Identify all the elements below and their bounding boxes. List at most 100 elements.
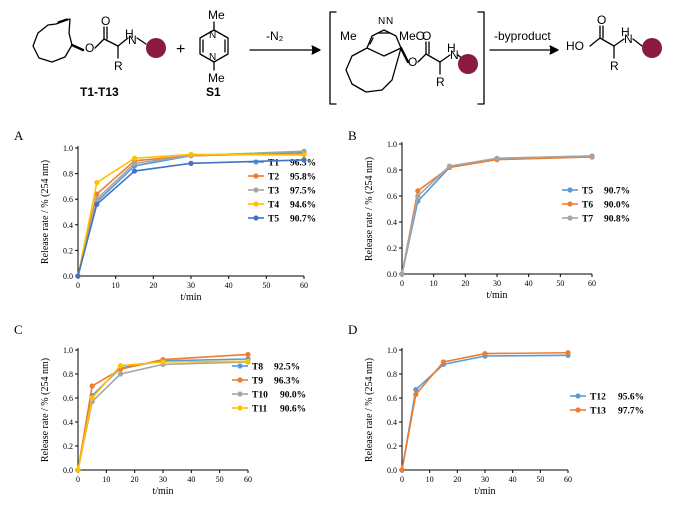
panel-c-series-t10-legend-name: T10 (252, 391, 268, 401)
panel-c-y-tick-label: 0.4 (63, 418, 73, 427)
panel-a-series-t1-legend-value: 96.3% (290, 159, 316, 169)
panel-c-x-tick-label: 50 (216, 475, 224, 484)
panel-d-label: D (348, 322, 357, 337)
reaction-scheme: O O H N R Me Me N N + -N₂ Me MeO N N O O… (32, 8, 662, 105)
panel-d-series-t13-point (482, 351, 488, 357)
panel-b-y-tick-label: 0.6 (387, 192, 397, 201)
atom-o-5: O (597, 13, 606, 27)
panel-d-y-axis-label: Release rate / % (254 nm) (364, 358, 375, 462)
panel-a-x-tick-label: 30 (187, 281, 195, 290)
panel-b-x-tick-label: 50 (556, 279, 564, 288)
panel-c-series-t9-legend-value: 96.3% (274, 377, 300, 387)
step2-label: -byproduct (494, 29, 551, 43)
panel-d-series-t13-legend-name: T13 (590, 407, 606, 417)
panel-b-series-t6-legend-value: 90.0% (604, 201, 630, 211)
atom-o-1: O (85, 41, 94, 55)
panel-b-x-tick-label: 10 (430, 279, 438, 288)
panel-b-y-tick-label: 0.2 (387, 244, 397, 253)
panel-b-series-t5-legend-name: T5 (582, 187, 593, 197)
payload-dot-product (642, 38, 662, 58)
panel-d-series-t13-point (565, 350, 571, 356)
panel-c-y-tick-label: 0.6 (63, 394, 73, 403)
atom-n-p1: N (378, 16, 385, 27)
panel-d-x-axis-label: t/min (474, 486, 495, 497)
panel-a-x-tick-label: 50 (262, 281, 270, 290)
panel-b-series-t7-point (399, 271, 405, 277)
panel-a-series-t2-legend-value: 95.8% (290, 173, 316, 183)
panel-d-series-t12-legend-value: 95.6% (618, 393, 644, 403)
panel-d-x-tick-label: 40 (509, 475, 517, 484)
atom-r-1: R (114, 59, 123, 73)
panel-b-y-axis-label: Release rate / % (254 nm) (364, 157, 375, 261)
panel-c-series-t10-legend-marker (237, 391, 243, 397)
panel-a-series-t3-point (94, 196, 100, 202)
panel-b-series-t6-point (415, 188, 421, 194)
panel-a-series-t1-legend-name: T1 (268, 159, 279, 169)
panel-d-series-t12-point (413, 387, 419, 393)
panel-c-x-tick-label: 10 (102, 475, 110, 484)
panel-c-series-t9-line (77, 353, 249, 471)
panel-b-series-t7-point (494, 155, 500, 161)
panel-c-x-tick-label: 40 (187, 475, 195, 484)
panel-a-series-t5-point (188, 160, 194, 166)
panel-c-series-t9-legend-marker (237, 377, 243, 383)
panel-c-series-t11-legend-value: 90.6% (280, 405, 306, 415)
panel-a-series-t4-legend-name: T4 (268, 201, 279, 211)
panel-c-y-tick-label: 0.8 (63, 370, 73, 379)
panel-c-series-t9-legend-name: T9 (252, 377, 263, 387)
atom-h-2: H (447, 41, 456, 55)
panel-d-series-t13-legend-marker (575, 407, 581, 413)
panel-a-y-tick-label: 0.2 (63, 246, 73, 255)
panel-a-x-tick-label: 10 (112, 281, 120, 290)
panel-d-series-t12-legend-marker (575, 393, 581, 399)
panel-a-series-t4-point (94, 179, 100, 186)
panel-d-x-tick-label: 20 (453, 475, 461, 484)
panel-a-series-t3-point (301, 148, 307, 154)
methyl-left: Me (340, 29, 357, 43)
panel-a-y-tick-label: 0.8 (63, 170, 73, 179)
panel-d-x-tick-label: 10 (426, 475, 434, 484)
panel-d-x-tick-label: 50 (536, 475, 544, 484)
atom-n-p2: N (386, 16, 393, 27)
panel-b-x-tick-label: 60 (588, 279, 596, 288)
atom-r-3: R (610, 59, 619, 73)
panel-b-series-t7-point (589, 153, 595, 159)
panel-a-series-t5-point (131, 168, 138, 174)
atom-n-2: N (450, 48, 459, 62)
panel-d-series-t13-point (440, 359, 447, 365)
panel-d-x-tick-label: 30 (481, 475, 489, 484)
panel-a-series-t4-point (188, 151, 194, 157)
panel-b-series-t7-point (446, 163, 453, 169)
payload-dot-reactant (146, 38, 166, 58)
panel-c-label: C (14, 322, 23, 337)
panel-b-x-tick-label: 30 (493, 279, 501, 288)
panel-d-series-t13-legend-value: 97.7% (618, 407, 644, 417)
panel-a-series-t5-point (301, 157, 307, 163)
panel-c-series-t11-point (75, 467, 81, 473)
atom-n-1: N (128, 33, 137, 47)
reactant-label: T1-T13 (80, 85, 119, 99)
panel-a-label: A (14, 128, 24, 143)
panel-a-series-t3-legend-value: 97.5% (290, 187, 316, 197)
panel-a-y-tick-label: 0.6 (63, 195, 73, 204)
panel-c-series-t10-point (117, 371, 124, 377)
panel-d-y-tick-label: 1.0 (387, 346, 397, 355)
panel-a-series-t4-point (301, 152, 307, 158)
panel-b-label: B (348, 128, 357, 143)
atom-n-t2: N (209, 52, 216, 63)
panel-a-series-t2-legend-name: T2 (268, 173, 279, 183)
tetrazine-ring (199, 21, 229, 71)
atom-o-3: O (408, 55, 417, 69)
panel-a-series-t3-point (131, 160, 138, 166)
panel-b-series-t6-legend-name: T6 (582, 201, 593, 211)
panel-a-series-t3-legend-marker (253, 187, 259, 193)
panel-a-y-tick-label: 0.4 (63, 221, 73, 230)
panel-c-series-t9-point (245, 351, 251, 358)
atom-o-4: O (422, 29, 431, 43)
panel-a-series-t5-legend-value: 90.7% (290, 215, 316, 225)
panel-c-x-tick-label: 20 (131, 475, 139, 484)
panel-b-series-t7-legend-marker (567, 215, 573, 221)
panel-d-series-t13-point (399, 467, 405, 473)
panel-c-series-t11-legend-marker (237, 405, 243, 411)
panel-b-series-t6-legend-marker (567, 201, 573, 207)
